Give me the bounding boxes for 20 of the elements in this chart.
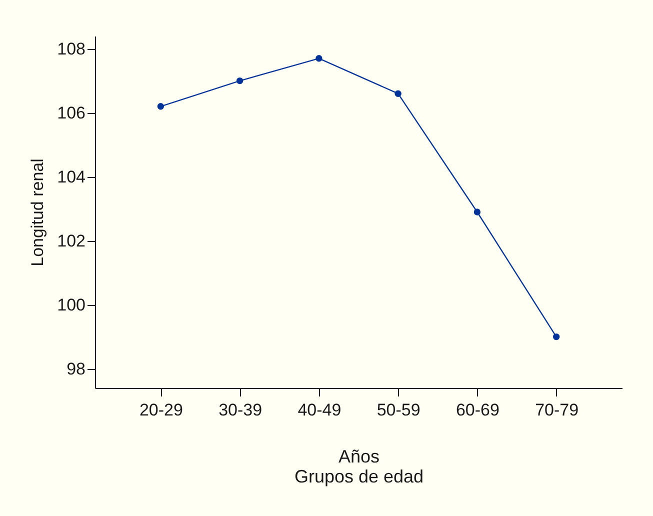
point: [316, 55, 322, 62]
x-tick-label: 30-39: [218, 400, 262, 420]
x-tick-label: 70-79: [535, 400, 579, 420]
x-tick-label: 20-29: [139, 400, 183, 420]
x-tick-label: 60-69: [456, 400, 500, 420]
point: [236, 77, 244, 84]
y-tick-label: 98: [66, 359, 86, 378]
y-tick-label: 100: [57, 295, 86, 314]
y-tick-label: 102: [57, 231, 86, 250]
x-axis-title: Años Grupos de edad: [294, 446, 424, 486]
point: [474, 208, 481, 216]
y-tick-label: 106: [57, 103, 86, 122]
point: [157, 103, 164, 110]
x-tick-label: 40-49: [298, 400, 342, 420]
y-tick-label: 104: [57, 167, 86, 186]
y-tick-label: 108: [57, 39, 86, 58]
point: [394, 90, 402, 97]
x-tick-label: 50-59: [376, 400, 420, 420]
point: [552, 333, 560, 340]
y-axis-title: Longitud renal: [28, 158, 48, 266]
